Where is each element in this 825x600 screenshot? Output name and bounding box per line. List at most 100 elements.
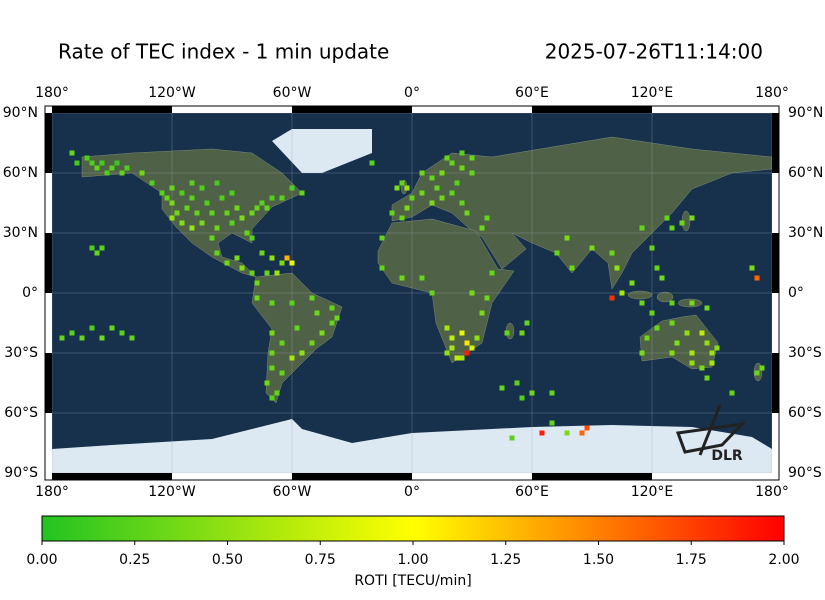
- roti-cell: [404, 185, 410, 191]
- roti-cell: [319, 330, 325, 336]
- roti-cell: [194, 210, 200, 216]
- roti-cell: [274, 390, 280, 396]
- roti-cell: [419, 190, 425, 196]
- dlr-logo: [675, 404, 747, 456]
- roti-cell: [639, 225, 645, 231]
- y-tick-label-left: 90°N: [3, 105, 38, 121]
- roti-cell: [249, 210, 255, 216]
- roti-cell: [439, 170, 445, 176]
- roti-cell: [269, 395, 275, 401]
- roti-cell: [484, 295, 490, 301]
- roti-cell: [704, 340, 710, 346]
- colorbar-tick-label: 0.50: [212, 552, 243, 568]
- roti-cell: [689, 300, 695, 306]
- roti-cell: [649, 245, 655, 251]
- roti-cell: [444, 325, 450, 331]
- roti-cell: [654, 265, 660, 271]
- roti-cell: [69, 150, 75, 156]
- roti-cell: [514, 380, 520, 386]
- roti-cell: [609, 250, 615, 256]
- roti-cell: [499, 385, 505, 391]
- roti-cell: [254, 280, 260, 286]
- x-tick-label-bottom: 0°: [404, 484, 420, 500]
- roti-cell: [464, 350, 470, 356]
- roti-cell: [459, 200, 465, 206]
- roti-cell: [204, 200, 210, 206]
- roti-cell: [554, 250, 560, 256]
- roti-cell: [99, 245, 105, 251]
- roti-cell: [89, 160, 95, 166]
- roti-cell: [639, 350, 645, 356]
- roti-cell: [579, 430, 585, 436]
- y-tick-label-right: 30°S: [788, 345, 822, 361]
- roti-cell: [169, 215, 175, 221]
- roti-cell: [464, 210, 470, 216]
- roti-cell: [689, 215, 695, 221]
- roti-cell: [379, 265, 385, 271]
- roti-cell: [654, 325, 660, 331]
- roti-cell: [84, 155, 90, 161]
- roti-cell: [289, 300, 295, 306]
- roti-cell: [669, 300, 675, 306]
- roti-cell: [289, 260, 295, 266]
- roti-cell: [564, 430, 570, 436]
- roti-cell: [479, 310, 485, 316]
- roti-cell: [704, 305, 710, 311]
- roti-cell: [74, 160, 80, 166]
- x-tick-label-bottom: 120°W: [148, 484, 196, 500]
- roti-cell: [169, 185, 175, 191]
- roti-cell: [219, 195, 225, 201]
- colorbar: [41, 515, 785, 542]
- roti-cell: [309, 295, 315, 301]
- roti-cell: [179, 220, 185, 226]
- y-tick-label-left: 30°S: [4, 345, 38, 361]
- colorbar-tick-label: 0.75: [305, 552, 336, 568]
- roti-cell: [759, 365, 765, 371]
- roti-cell: [199, 185, 205, 191]
- roti-cell: [639, 300, 645, 306]
- roti-cell: [124, 165, 130, 171]
- roti-cell: [249, 270, 255, 276]
- frame-strip: [45, 113, 52, 173]
- roti-cell: [409, 195, 415, 201]
- roti-cell: [119, 170, 125, 176]
- roti-cell: [279, 195, 285, 201]
- x-tick-label-top: 60°W: [273, 85, 312, 101]
- x-tick-label-top: 120°W: [148, 85, 196, 101]
- roti-cell: [99, 335, 105, 341]
- roti-cell: [429, 200, 435, 206]
- roti-cell: [619, 290, 625, 296]
- roti-cell: [394, 185, 400, 191]
- roti-cell: [454, 355, 460, 361]
- roti-cell: [709, 360, 715, 366]
- roti-cell: [189, 180, 195, 186]
- roti-cell: [659, 275, 665, 281]
- x-tick-label-bottom: 180°: [755, 484, 789, 500]
- roti-cell: [444, 350, 450, 356]
- roti-cell: [449, 190, 455, 196]
- roti-cell: [689, 350, 695, 356]
- roti-cell: [419, 275, 425, 281]
- roti-cell: [664, 215, 670, 221]
- roti-cell: [629, 280, 635, 286]
- roti-cell: [309, 340, 315, 346]
- colorbar-ticks: 0.00 0.25 0.50 0.75 1.00 1.25 1.50 1.75 2.00: [26, 541, 800, 568]
- roti-cell: [99, 160, 105, 166]
- roti-cell: [564, 235, 570, 241]
- roti-cell: [699, 365, 705, 371]
- roti-cell: [714, 345, 720, 351]
- roti-cell: [439, 195, 445, 201]
- y-tick-label-left: 30°N: [3, 225, 38, 241]
- roti-cell: [234, 255, 240, 261]
- roti-cell: [469, 290, 475, 296]
- roti-cell: [119, 330, 125, 336]
- x-tick-label-bottom: 120°E: [631, 484, 674, 500]
- roti-cell: [94, 250, 100, 256]
- roti-cell: [609, 295, 615, 301]
- colorbar-tick-label: 1.50: [583, 552, 614, 568]
- x-tick-label-top: 180°: [35, 85, 69, 101]
- roti-cell: [189, 195, 195, 201]
- roti-cell: [549, 420, 555, 426]
- roti-cell: [79, 335, 85, 341]
